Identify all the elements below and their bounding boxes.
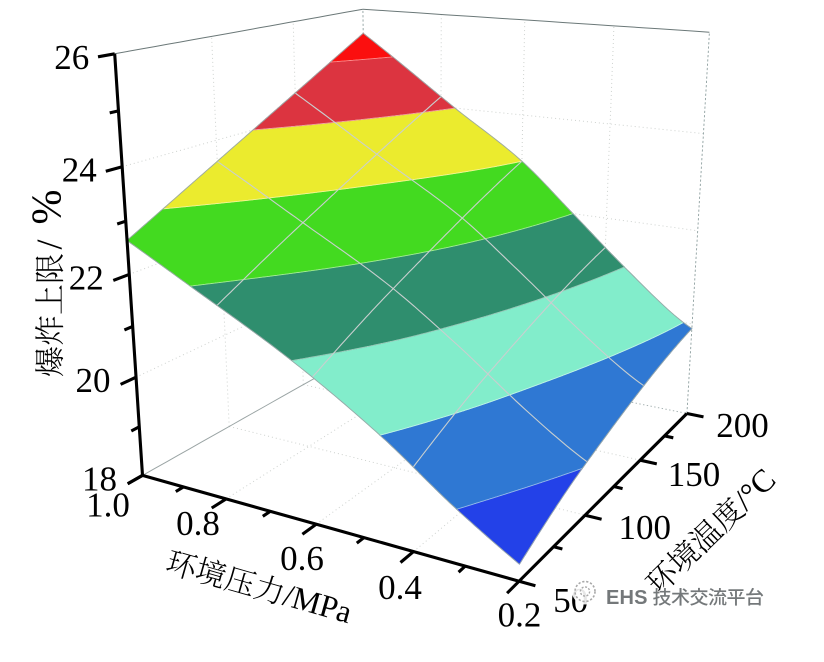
svg-text:0.6: 0.6 [280,539,324,578]
svg-text:20: 20 [76,361,111,400]
svg-text:22: 22 [69,258,104,297]
svg-text:%: % [25,190,71,225]
svg-text:EHS: EHS [606,587,648,609]
svg-text:26: 26 [54,38,89,77]
svg-text:150: 150 [668,455,721,494]
svg-text:/: / [29,239,69,249]
svg-text:0.4: 0.4 [378,568,422,607]
svg-text:100: 100 [619,508,672,547]
svg-text:18: 18 [82,459,117,498]
svg-text:0.2: 0.2 [498,595,542,634]
svg-text:1.0: 1.0 [86,485,130,524]
svg-text:0.8: 0.8 [176,504,220,543]
svg-text:24: 24 [62,151,97,190]
svg-text:200: 200 [716,406,769,445]
